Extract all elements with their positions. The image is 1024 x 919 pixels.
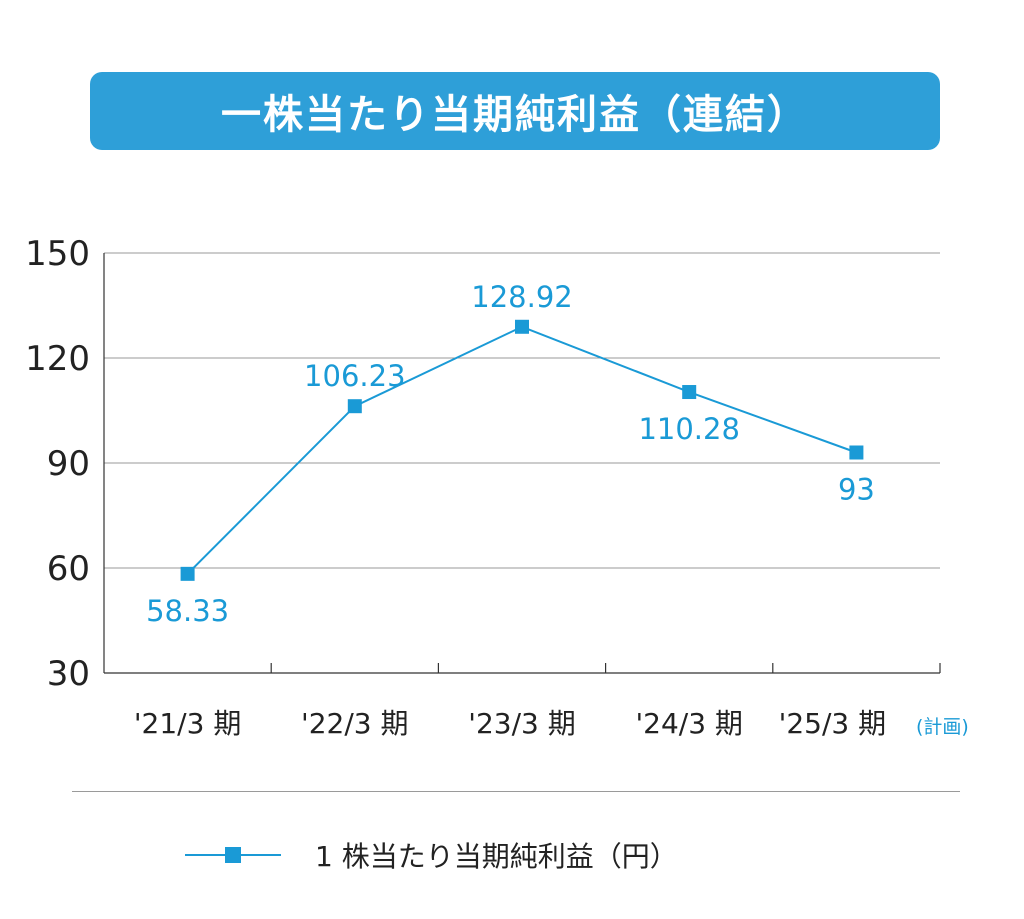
y-tick-label-150: 150: [25, 234, 90, 274]
data-point-4: [849, 445, 864, 460]
data-label-4: 93: [838, 473, 875, 507]
data-point-1: [347, 399, 362, 414]
chart-title: 一株当たり当期純利益（連結）: [221, 92, 809, 138]
y-tick-label-30: 30: [47, 654, 90, 694]
legend-divider: [72, 791, 960, 792]
legend: 1 株当たり当期純利益（円）: [185, 830, 678, 880]
data-label-0: 58.33: [146, 594, 229, 628]
x-tick-label-4: '25/3 期: [779, 707, 886, 740]
x-tick-label-2: '23/3 期: [468, 707, 575, 740]
data-point-3: [682, 385, 697, 400]
data-label-2: 128.92: [471, 280, 572, 314]
data-point-2: [515, 319, 529, 334]
y-tick-label-90: 90: [47, 444, 90, 484]
legend-marker: [225, 847, 241, 863]
line-chart: 30 60 90 120 150 '21/3 期 '22/3 期 '23/3 期 '24/3 期…: [25, 234, 969, 740]
data-label-3: 110.28: [638, 412, 739, 446]
legend-label: 1 株当たり当期純利益（円）: [315, 840, 678, 873]
x-tick-label-1: '22/3 期: [301, 707, 408, 740]
data-label-1: 106.23: [304, 359, 405, 393]
data-point-0: [180, 566, 195, 581]
y-tick-label-120: 120: [25, 339, 90, 379]
y-tick-label-60: 60: [47, 549, 90, 589]
x-tick-note-4: (計画): [916, 716, 969, 738]
x-tick-label-3: '24/3 期: [635, 707, 742, 740]
chart-title-banner: 一株当たり当期純利益（連結）: [90, 72, 940, 150]
legend-swatch: [185, 830, 281, 880]
series-line: [186, 325, 857, 575]
x-tick-label-0: '21/3 期: [134, 707, 241, 740]
